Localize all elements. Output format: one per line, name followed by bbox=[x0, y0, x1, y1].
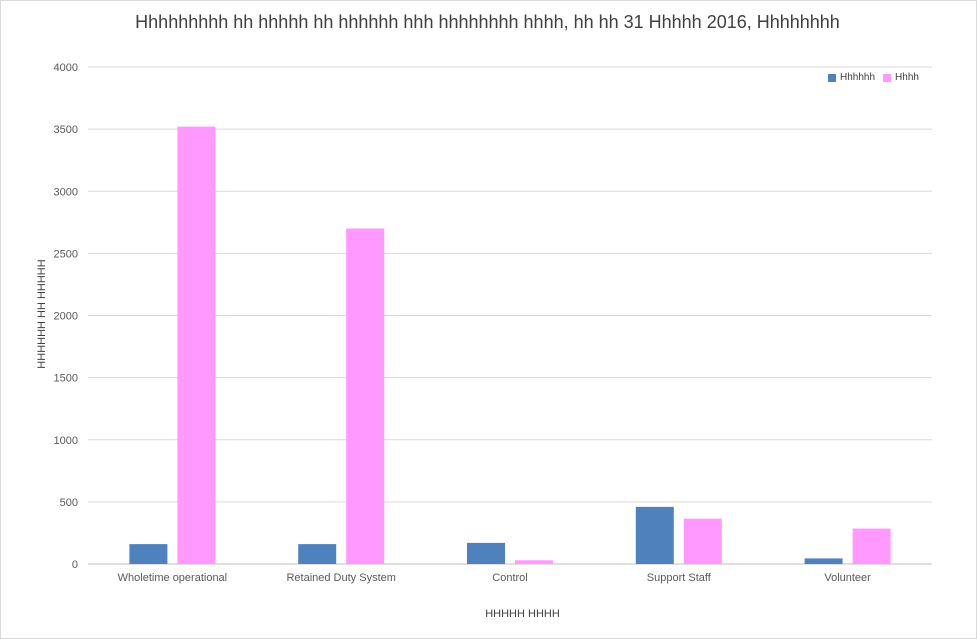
y-tick-label: 2500 bbox=[54, 248, 78, 260]
legend-swatch-series-1 bbox=[828, 73, 836, 82]
bar-series-2 bbox=[683, 518, 722, 564]
legend: Hhhhhh Hhhh bbox=[828, 72, 927, 83]
x-axis-title: HHHHH HHHH bbox=[485, 608, 560, 620]
y-tick-label: 3000 bbox=[54, 186, 78, 198]
y-tick-label: 4000 bbox=[54, 62, 78, 74]
legend-label-series-1: Hhhhhh bbox=[840, 72, 876, 83]
x-tick-label: Support Staff bbox=[647, 572, 712, 584]
bar-series-1 bbox=[129, 544, 168, 564]
y-tick-label: 0 bbox=[72, 559, 78, 571]
x-tick-label: Volunteer bbox=[824, 572, 871, 584]
bar-series-2 bbox=[177, 126, 216, 564]
legend-item-series-2: Hhhh bbox=[883, 72, 919, 83]
bar-series-2 bbox=[515, 560, 553, 564]
bar-series-2 bbox=[346, 228, 385, 564]
bar-series-2 bbox=[852, 528, 891, 564]
legend-item-series-1: Hhhhhh bbox=[828, 72, 875, 83]
x-tick-label: Control bbox=[492, 572, 527, 584]
bar-series-1 bbox=[467, 542, 505, 564]
bar-series-1 bbox=[635, 506, 674, 564]
bar-series-1 bbox=[298, 544, 337, 564]
legend-swatch-series-2 bbox=[883, 73, 892, 82]
x-tick-label: Wholetime operational bbox=[118, 572, 227, 584]
y-tick-label: 500 bbox=[60, 497, 78, 509]
y-tick-label: 1500 bbox=[54, 373, 78, 385]
y-tick-label: 2000 bbox=[54, 311, 78, 323]
legend-label-series-2: Hhhh bbox=[895, 72, 919, 83]
bar-series-1 bbox=[804, 558, 843, 564]
chart-title: Hhhhhhhhh hh hhhhh hh hhhhhh hhh hhhhhhh… bbox=[135, 12, 840, 32]
x-tick-label: Retained Duty System bbox=[286, 572, 395, 584]
y-tick-label: 1000 bbox=[54, 435, 78, 447]
y-tick-label: 3500 bbox=[54, 124, 78, 136]
